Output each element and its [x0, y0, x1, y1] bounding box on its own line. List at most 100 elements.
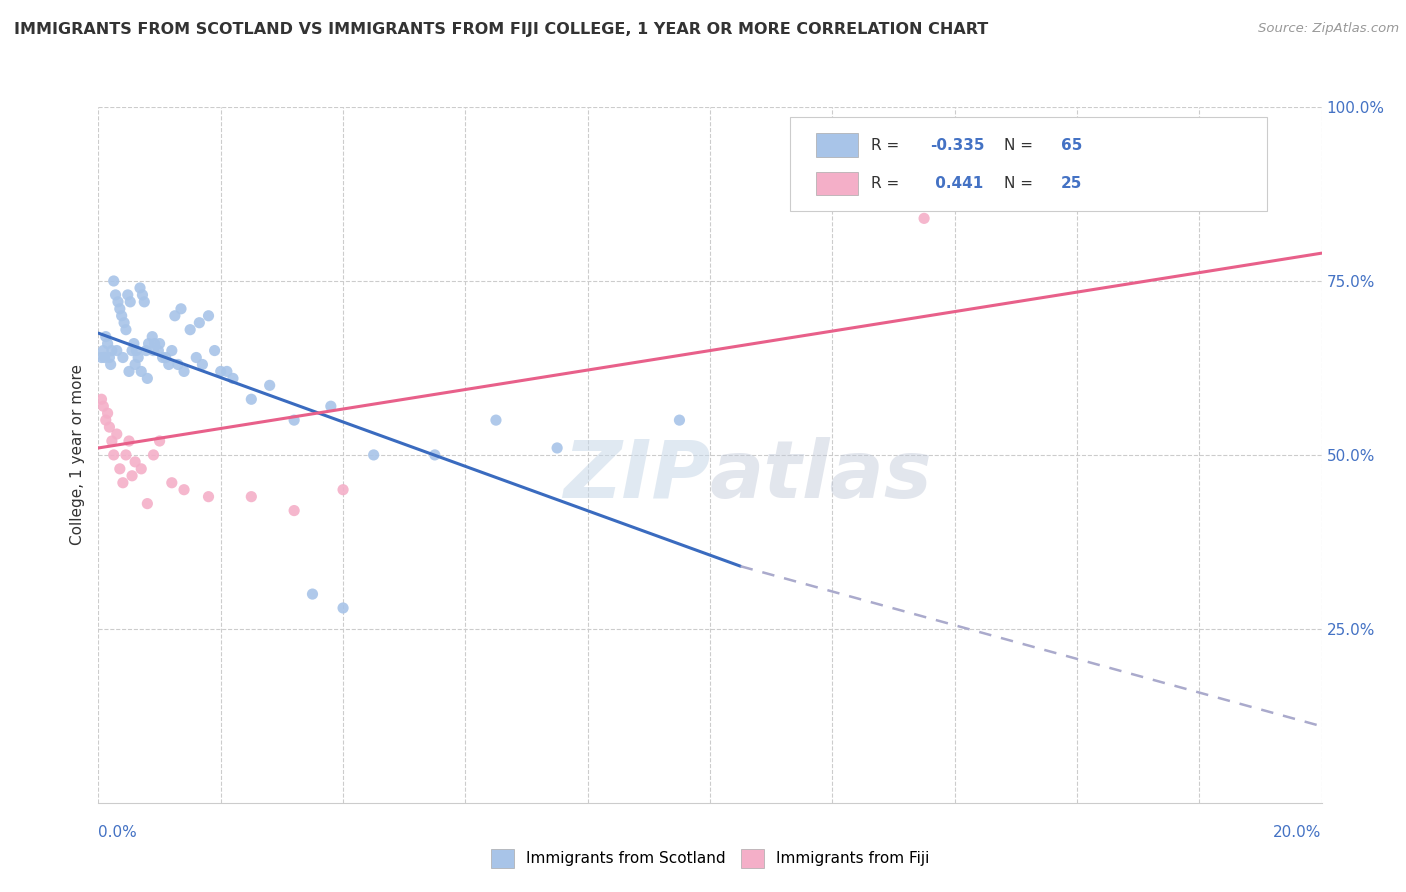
Point: [118, 364, 141, 378]
Text: N =: N =: [1004, 176, 1038, 191]
Point: [423, 448, 446, 462]
Point: [319, 399, 342, 413]
Point: [143, 336, 166, 351]
Point: [173, 364, 195, 378]
Text: 65: 65: [1062, 137, 1083, 153]
Text: R =: R =: [872, 137, 904, 153]
Point: [97, 336, 120, 351]
Point: [100, 358, 122, 372]
Point: [118, 434, 141, 448]
Point: [163, 309, 186, 323]
Point: [186, 351, 208, 365]
Point: [155, 351, 177, 365]
Point: [97, 406, 120, 420]
Point: [111, 351, 134, 365]
Text: atlas: atlas: [710, 437, 932, 515]
Text: -0.335: -0.335: [931, 137, 984, 153]
Point: [141, 329, 163, 343]
Point: [179, 323, 201, 337]
Point: [94, 413, 117, 427]
Point: [115, 448, 138, 462]
Point: [142, 448, 165, 462]
Legend: Immigrants from Scotland, Immigrants from Fiji: Immigrants from Scotland, Immigrants fro…: [484, 841, 936, 875]
FancyBboxPatch shape: [817, 172, 858, 195]
Point: [90, 351, 112, 365]
Point: [240, 392, 263, 407]
Point: [148, 343, 170, 358]
Point: [91, 343, 114, 358]
Point: [125, 343, 148, 358]
Point: [115, 323, 138, 337]
Point: [131, 288, 153, 302]
Point: [136, 371, 159, 385]
Point: [98, 420, 121, 434]
Text: 0.0%: 0.0%: [98, 825, 138, 839]
Point: [129, 364, 152, 378]
Point: [170, 301, 193, 316]
Point: [283, 503, 305, 517]
Point: [191, 358, 214, 372]
Point: [101, 343, 124, 358]
Point: [111, 475, 134, 490]
Point: [259, 378, 281, 392]
Text: 25: 25: [1062, 176, 1083, 191]
Point: [160, 343, 183, 358]
Text: 0.441: 0.441: [931, 176, 983, 191]
Point: [197, 309, 219, 323]
Point: [142, 343, 165, 358]
Point: [103, 274, 125, 288]
FancyBboxPatch shape: [790, 118, 1267, 211]
Point: [157, 358, 180, 372]
Point: [209, 364, 232, 378]
Point: [204, 343, 226, 358]
Point: [120, 294, 142, 309]
Point: [301, 587, 323, 601]
Point: [94, 329, 117, 343]
Point: [93, 351, 115, 365]
Point: [90, 392, 112, 407]
Point: [101, 434, 124, 448]
Point: [91, 399, 114, 413]
Point: [546, 441, 568, 455]
Point: [105, 343, 128, 358]
Point: [129, 281, 152, 295]
Point: [108, 301, 131, 316]
Point: [121, 468, 143, 483]
Point: [136, 497, 159, 511]
Point: [188, 316, 211, 330]
Point: [173, 483, 195, 497]
Point: [105, 427, 128, 442]
Point: [103, 448, 125, 462]
Text: R =: R =: [872, 176, 904, 191]
Point: [283, 413, 305, 427]
Text: 20.0%: 20.0%: [1274, 825, 1322, 839]
Text: ZIP: ZIP: [562, 437, 710, 515]
Point: [112, 316, 135, 330]
Point: [215, 364, 238, 378]
Point: [363, 448, 385, 462]
Text: Source: ZipAtlas.com: Source: ZipAtlas.com: [1258, 22, 1399, 36]
Point: [138, 336, 160, 351]
Point: [124, 358, 146, 372]
Point: [124, 455, 146, 469]
Point: [111, 309, 134, 323]
Point: [107, 294, 129, 309]
Point: [149, 336, 172, 351]
Point: [485, 413, 508, 427]
Point: [668, 413, 690, 427]
Point: [240, 490, 263, 504]
Point: [135, 343, 157, 358]
Point: [332, 601, 354, 615]
Point: [332, 483, 354, 497]
Point: [912, 211, 935, 226]
Point: [98, 351, 121, 365]
Point: [117, 288, 139, 302]
Point: [222, 371, 245, 385]
Point: [127, 351, 149, 365]
Y-axis label: College, 1 year or more: College, 1 year or more: [70, 365, 86, 545]
Point: [134, 294, 156, 309]
Point: [149, 434, 172, 448]
Point: [104, 288, 127, 302]
Point: [167, 358, 190, 372]
Point: [122, 336, 145, 351]
